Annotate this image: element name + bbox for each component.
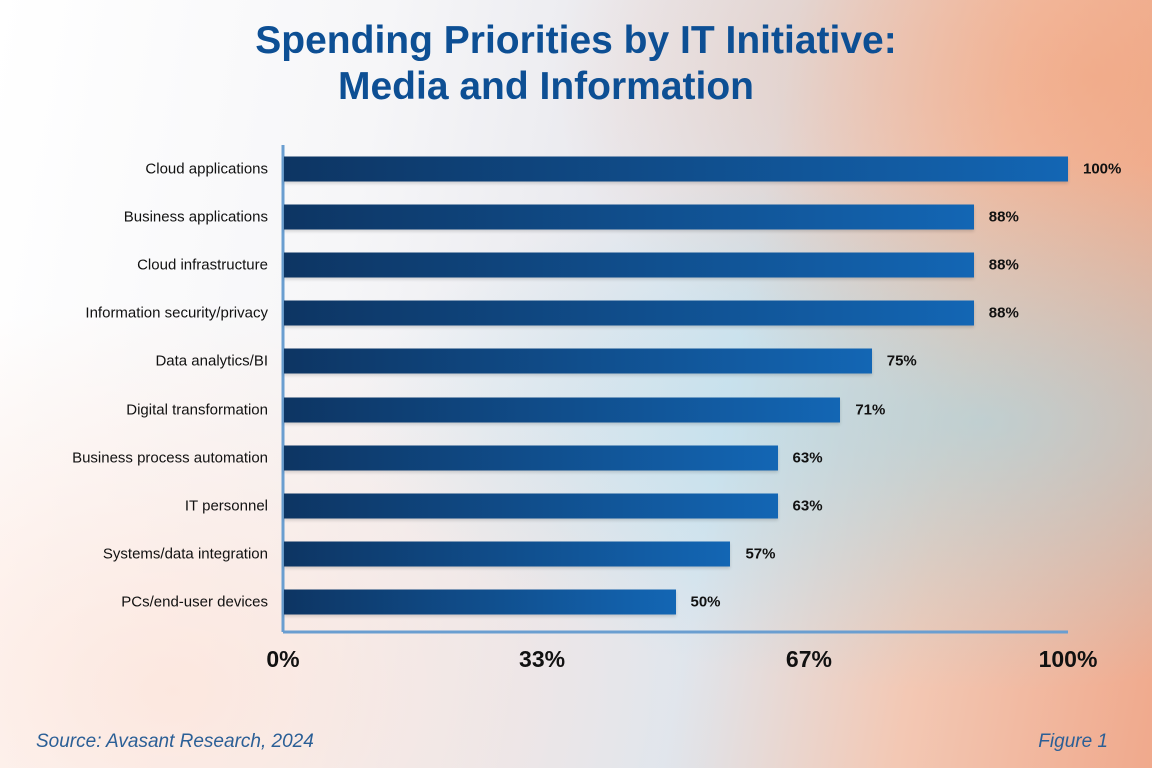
category-label: Cloud applications: [145, 160, 268, 178]
bar: [284, 445, 778, 471]
x-tick-label: 67%: [785, 646, 832, 672]
category-label: PCs/end-user devices: [121, 593, 268, 611]
value-label: 57%: [745, 545, 776, 563]
title-line-2: Media and Information: [337, 65, 754, 108]
bar: [284, 589, 676, 615]
value-label: 63%: [792, 497, 823, 515]
value-label: 71%: [855, 401, 886, 418]
value-label: 75%: [886, 352, 917, 370]
source-note: Source: Avasant Research, 2024: [36, 731, 314, 752]
title-line-1: Spending Priorities by IT Initiative:: [255, 19, 897, 62]
bar: [284, 300, 974, 326]
figure-label: Figure 1: [1038, 731, 1108, 752]
bar: [284, 204, 974, 230]
category-label: Information security/privacy: [85, 304, 268, 322]
bar: [284, 252, 974, 278]
bar: [284, 397, 841, 422]
value-label: 88%: [988, 208, 1019, 226]
category-label: Data analytics/BI: [155, 352, 268, 370]
category-label: Business applications: [123, 208, 268, 226]
value-label: 50%: [690, 593, 721, 611]
value-label: 63%: [792, 449, 823, 467]
x-tick-label: 100%: [1038, 646, 1098, 672]
bar: [284, 348, 872, 374]
chart-title: Spending Priorities by IT Initiative: Me…: [0, 18, 1152, 110]
category-label: Systems/data integration: [102, 545, 268, 563]
category-label: Digital transformation: [126, 401, 268, 418]
bar: [284, 156, 1068, 182]
x-tick-label: 33%: [519, 646, 566, 672]
bar: [284, 493, 778, 519]
value-label: 88%: [988, 256, 1019, 274]
bar: [284, 541, 731, 567]
category-label: IT personnel: [184, 497, 268, 515]
category-label: Cloud infrastructure: [137, 256, 268, 274]
category-label: Business process automation: [72, 449, 268, 467]
value-label: 88%: [988, 304, 1019, 322]
x-tick-label: 0%: [266, 646, 300, 672]
value-label: 100%: [1083, 160, 1122, 178]
